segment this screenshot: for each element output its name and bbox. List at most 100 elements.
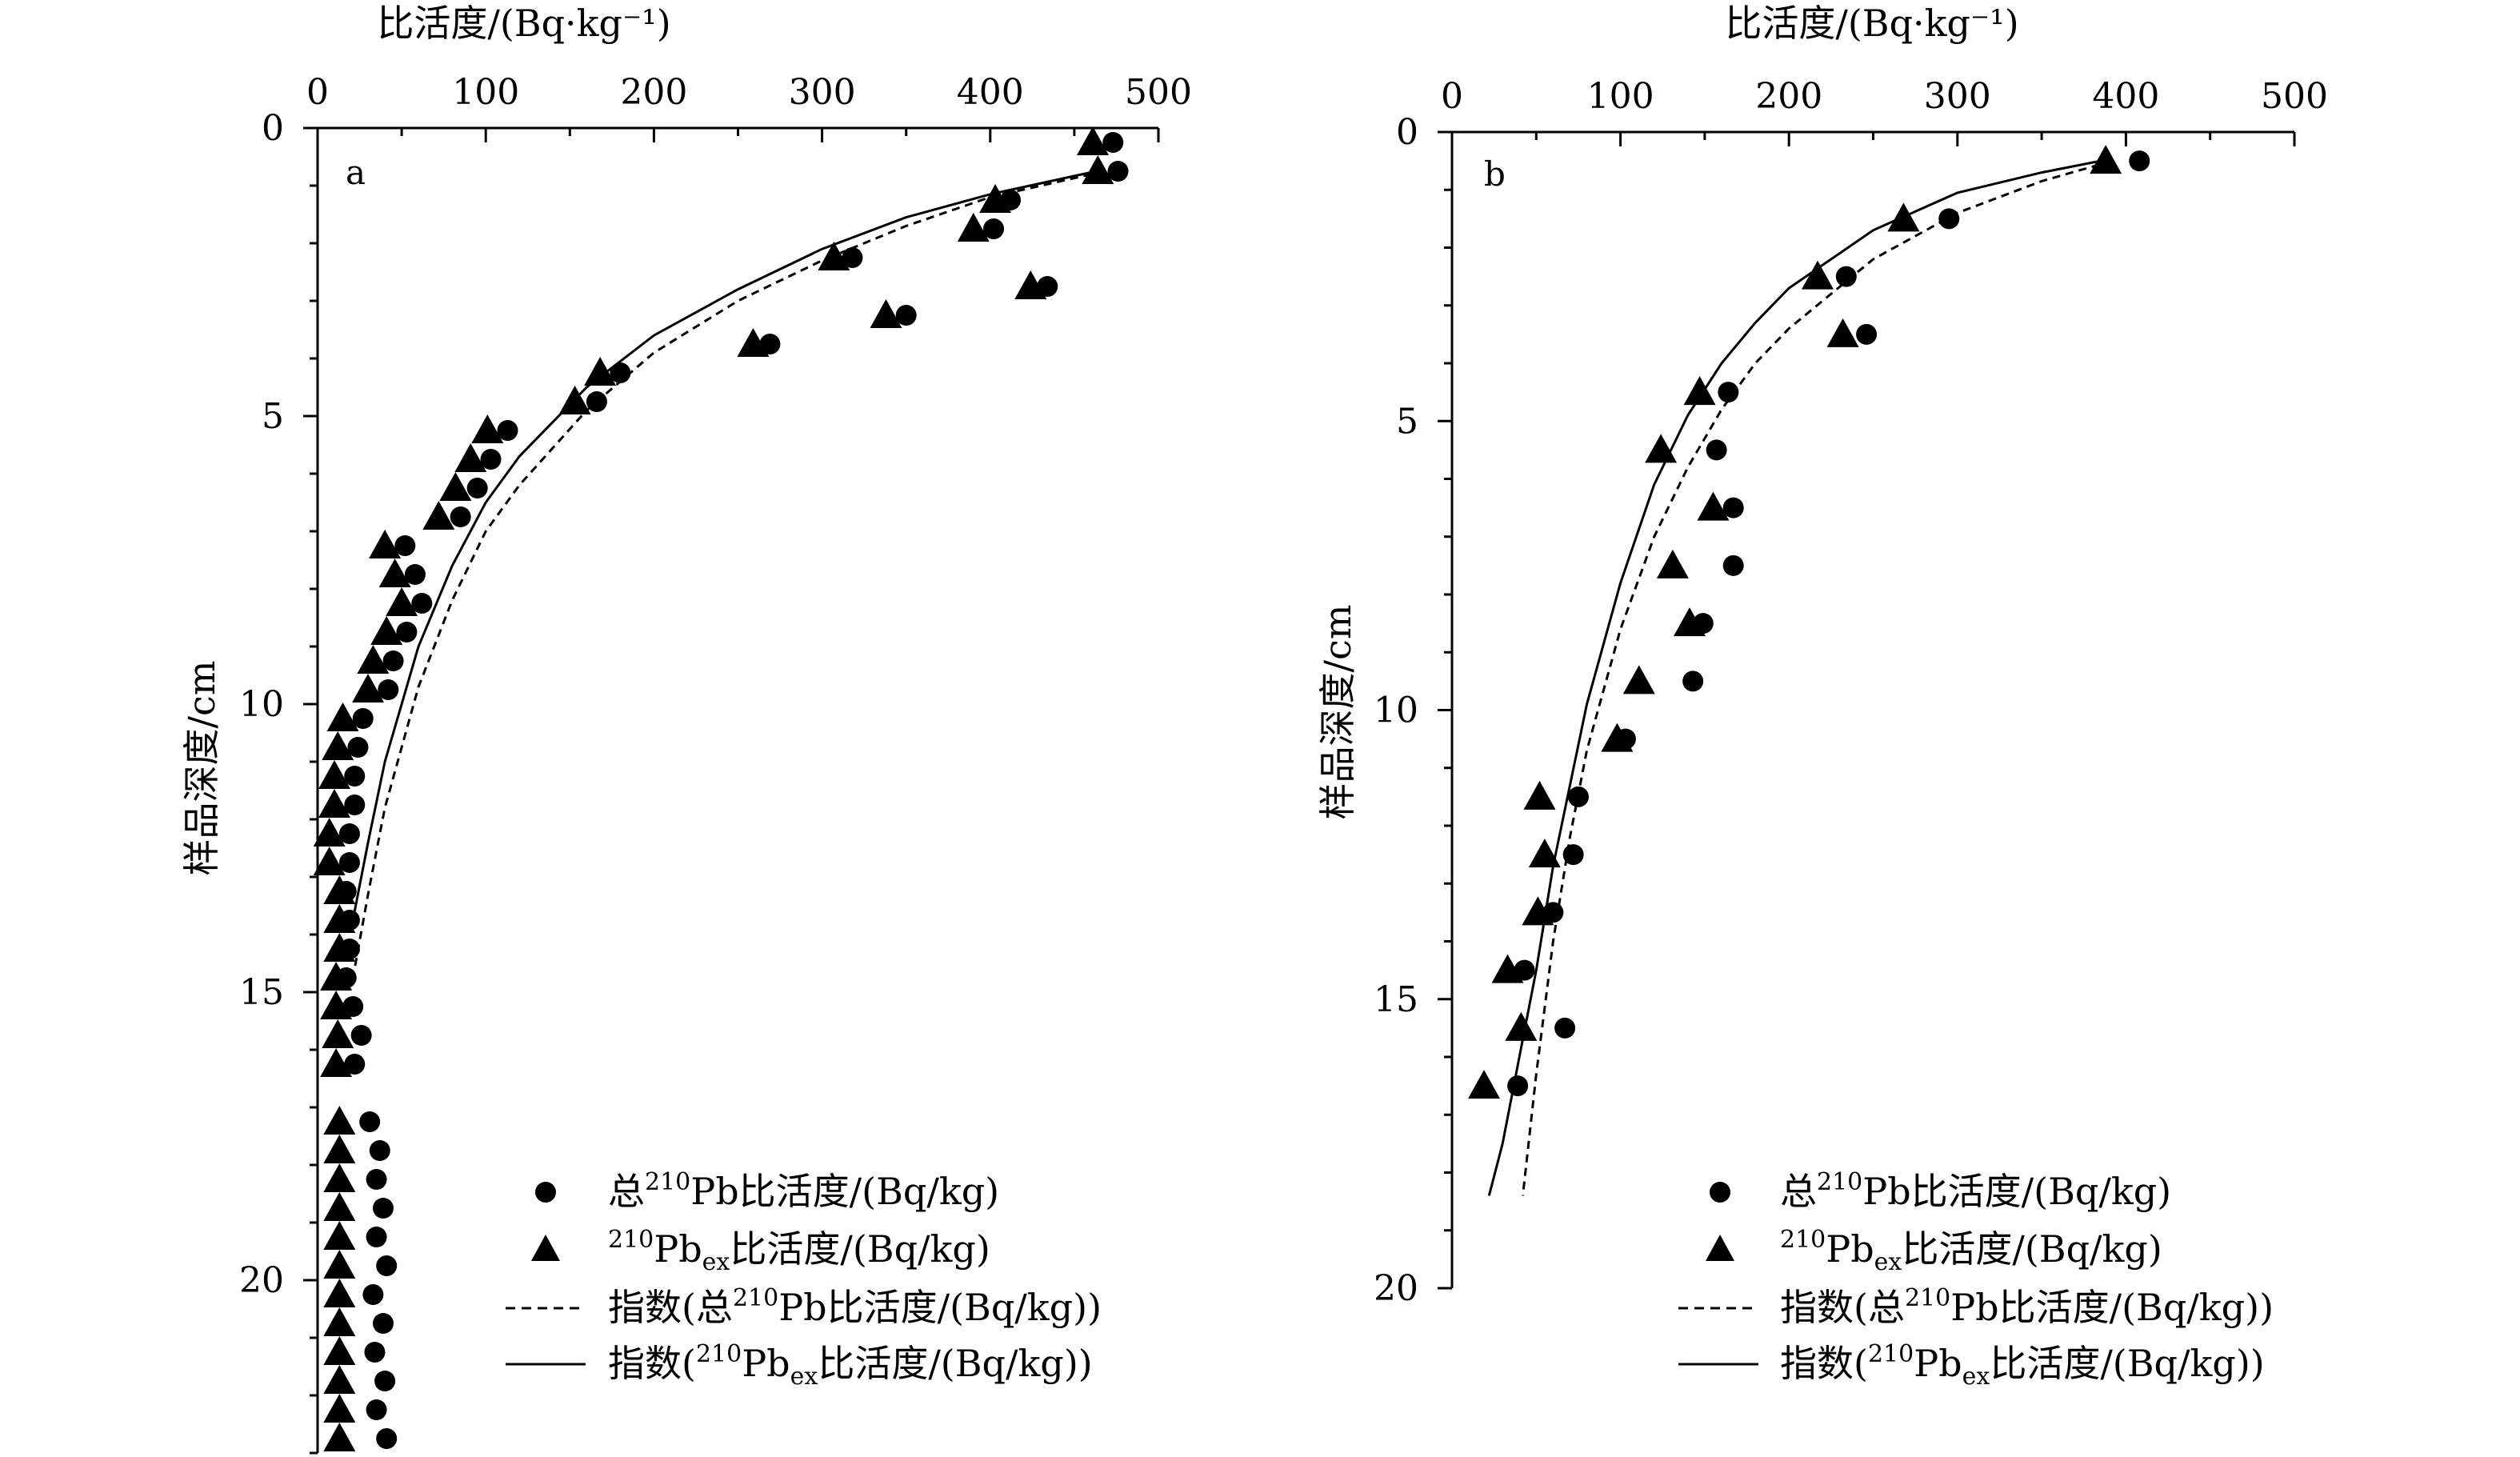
panel-b-ex-point [1468,1070,1501,1099]
panel-a-x-tick-label: 200 [620,72,687,113]
panel-b-ex-point [2090,145,2122,174]
panel-a-total-point [366,1169,387,1190]
panel-b-y-tick-label: 0 [1396,112,1418,153]
panel-a-y-tick-label: 20 [239,1260,284,1301]
panel-a-ex-point [323,875,356,904]
panel-a-ex-point [370,616,403,645]
panel-a-ex-point [471,414,504,443]
panel-a-total-point [372,1198,394,1219]
panel-a-ex-point [323,1192,356,1221]
panel-a-total-point [450,506,471,527]
panel-a-ex-point [323,1279,356,1307]
panel-a-ex-point [957,213,990,242]
panel-a-fit-lines [353,170,1106,970]
panel-b-ex-point [1802,260,1834,290]
panel-a-ex-point [323,1365,356,1394]
panel-a-total-point [366,1227,387,1247]
panel-a: 比活度/(Bq·kg⁻¹) 样品深度/cm a 0 100 200 300 400 500… [180,2,1192,1455]
panel-a-total-point [842,247,863,268]
panel-a-total-point [338,852,360,873]
panel-b-x-tick-label: 300 [1924,76,1991,117]
legend-a-fit-total-label: 指数(总210Pb比活度/(Bq/kg)) [608,1284,1102,1329]
panel-a-marks [313,126,1129,1451]
panel-b-ex-point [1656,549,1689,578]
panel-a-ex-point [323,1221,356,1250]
panel-b-total-point [1567,786,1589,807]
panel-a-fit-ex-line [353,170,1097,912]
panel-a-total-point [396,622,418,642]
legend-b-fit-total-label: 指数(总210Pb比活度/(Bq/kg)) [1780,1284,2274,1329]
panel-a-total-point [372,1313,394,1334]
panel-a-ex-point [323,1163,356,1192]
panel-b-x-tick-label: 500 [2261,76,2328,117]
panel-b-axes: 0 100 200 300 400 500 0 5 10 15 20 [1374,76,2328,1309]
panel-a-ex-point [439,472,472,501]
panel-b-ex-point [1887,202,1920,232]
legend-a-fit-ex-label: 指数(210Pbex比活度/(Bq/kg)) [608,1340,1093,1391]
panel-a-ex-point [326,702,359,731]
panel-a-ex-point [323,1394,356,1423]
panel-a-axes: 0 100 200 300 400 500 0 5 10 15 20 [239,72,1192,1455]
panel-a-ex-point [386,587,418,616]
panel-a-y-tick-label: 10 [239,684,284,725]
panel-b-x-tick-label: 0 [1441,76,1463,117]
panel-a-total-point [586,391,607,412]
panel-a-ex-point [870,299,902,328]
panel-b-y-tick-label: 20 [1374,1268,1418,1309]
panel-a-ex-point [318,760,351,789]
panel-b-ex-point [1645,434,1678,463]
panel-a-total-point [344,1054,366,1075]
panel-b-ex-point [1622,665,1655,694]
panel-a-ex-point [558,386,591,414]
panel-a-total-point [359,1111,381,1132]
panel-a-x-tick-label: 400 [957,72,1024,113]
panel-a-total-point [411,593,433,614]
panel-a-x-tick-label: 500 [1125,72,1192,113]
panel-a-ex-point [323,1250,356,1279]
panel-b-total-point [1562,844,1584,866]
panel-a-total-point [404,564,426,585]
panel-a-legend: 总210Pb比活度/(Bq/kg) 210Pbex比活度/(Bq/kg) 指数(… [506,1168,1102,1391]
panel-a-ex-point [323,1106,356,1135]
panel-a-ex-point [454,443,487,472]
panel-a-ex-point [818,242,850,270]
legend-b-fit-ex-label: 指数(210Pbex比活度/(Bq/kg)) [1780,1340,2265,1391]
panel-a-total-point [364,1342,386,1363]
panel-b-fit-ex-line [1487,159,2102,1196]
panel-a-x-tick-label: 100 [452,72,519,113]
panel-a-ex-point [1082,155,1114,184]
panel-a-ex-point [323,1336,356,1365]
panel-a-ex-point [320,962,353,991]
panel-a-ex-point [979,184,1012,213]
panel-a-ex-point [320,991,353,1019]
panel-a-ex-point [322,1019,354,1048]
panel-b-marks [1468,145,2150,1099]
panel-a-y-tick-label: 5 [262,396,284,437]
panel-b-y-tick-label: 5 [1396,401,1418,442]
panel-b-ex-point [1523,780,1556,810]
panel-a-xlabel: 比活度/(Bq·kg⁻¹) [377,2,670,45]
panel-a-total-point [369,1140,390,1161]
panel-b-ex-point [1826,318,1859,347]
panel-b-ex-point [1683,376,1716,406]
panel-a-total-point [983,218,1005,239]
panel-a-ex-point [323,933,356,962]
panel-b-ex-point [1528,839,1561,868]
panel-a-ex-point [323,1307,356,1336]
panel-b-fit-total-line [1522,159,2114,1196]
panel-a-x-tick-label: 300 [789,72,856,113]
panel-b-total-point [1835,266,1857,287]
panel-a-total-point [347,737,369,758]
panel-a-ex-point [369,530,402,558]
panel-b-total-point [1507,1075,1529,1097]
panel-b-y-tick-label: 15 [1374,979,1418,1020]
panel-b-ex-point [1601,722,1634,752]
panel-a-total-point [895,305,917,326]
panel-a-total-point [344,766,366,787]
panel-b-x-tick-label: 200 [1755,76,1822,117]
panel-a-ex-point [378,558,411,587]
panel-a-total-point [374,1371,396,1391]
panel-b-legend: 总210Pb比活度/(Bq/kg) 210Pbex比活度/(Bq/kg) 指数(… [1678,1168,2274,1391]
panel-b-total-point [1722,554,1744,576]
panel-a-ex-point [584,357,617,386]
